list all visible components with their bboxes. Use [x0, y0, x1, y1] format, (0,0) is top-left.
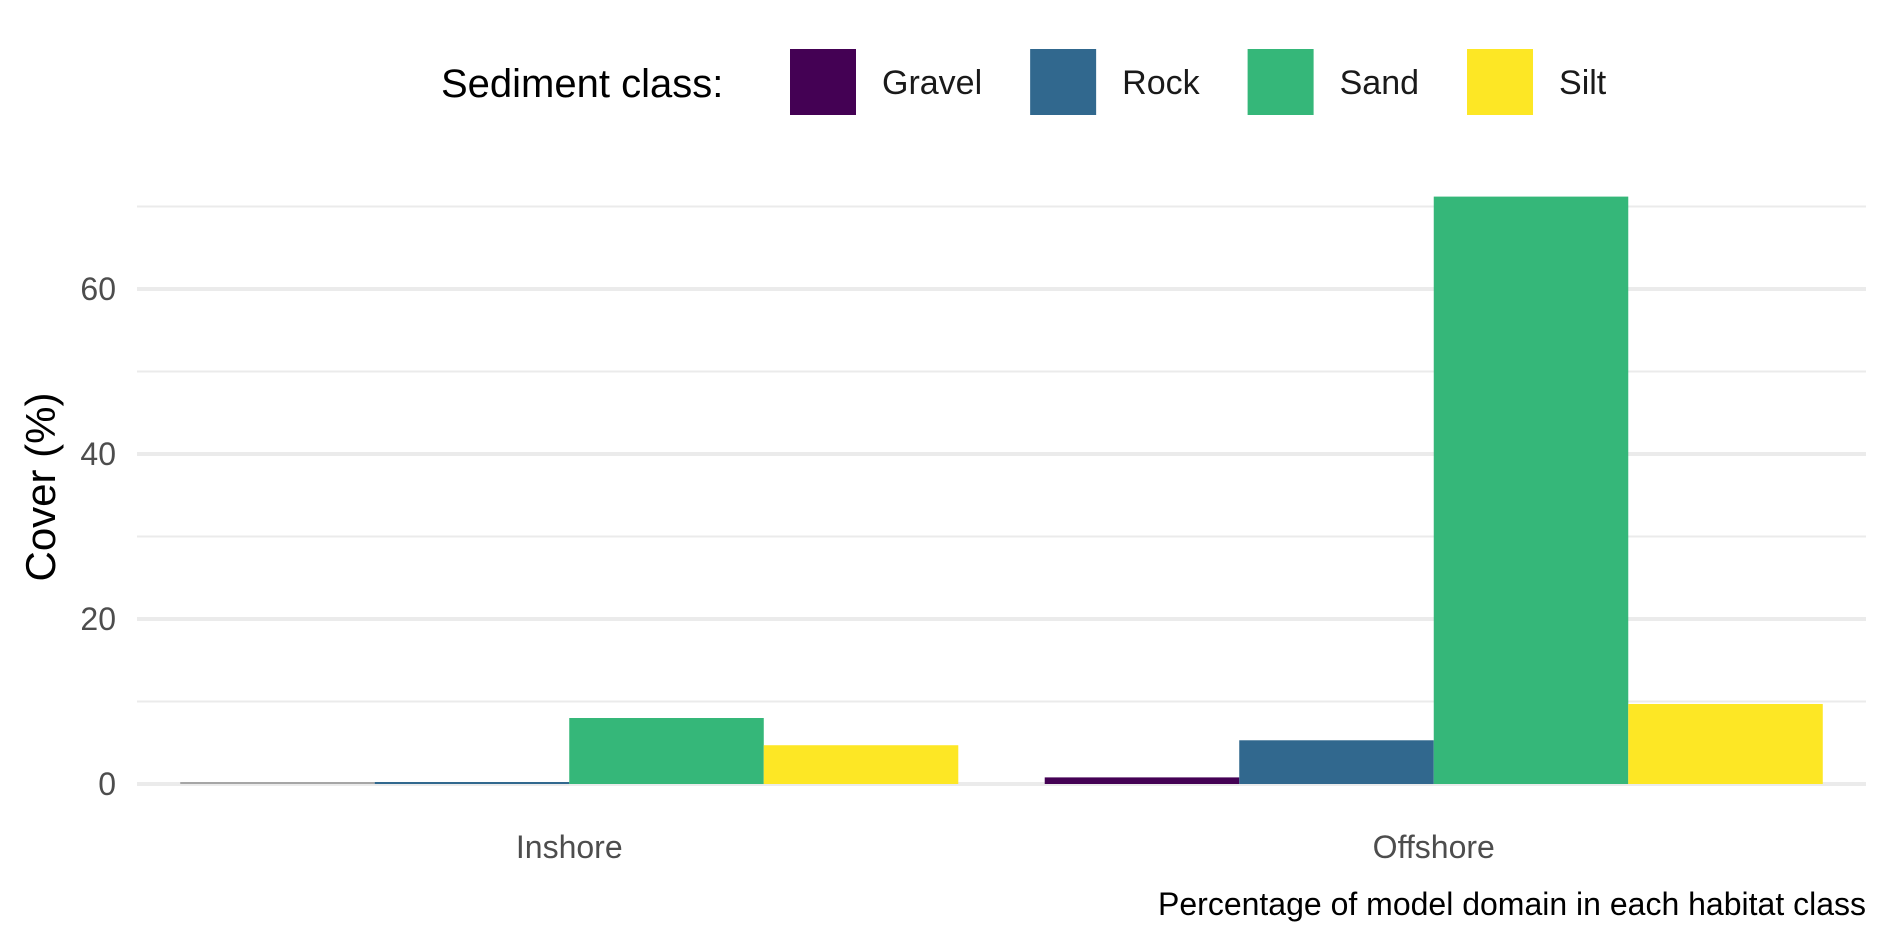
bar-gravel-offshore: [1044, 777, 1240, 784]
bar-rock-inshore: [374, 782, 570, 784]
bar-sand-offshore: [1433, 196, 1629, 785]
legend-title: Sediment class:: [441, 62, 723, 106]
legend-key-sand: [1247, 49, 1314, 115]
legend: Sediment class: Gravel Rock Sand Silt: [441, 49, 1607, 115]
y-tick-label: 40: [80, 436, 116, 472]
x-tick-label: Inshore: [516, 829, 623, 865]
legend-key-gravel: [790, 49, 856, 115]
y-axis-ticks: 0 20 40 60: [80, 271, 116, 802]
bar-sand-inshore: [569, 718, 764, 784]
y-axis-title: Cover (%): [17, 392, 64, 581]
y-tick-label: 20: [80, 601, 116, 637]
legend-label-rock: Rock: [1122, 64, 1200, 102]
x-tick-label: Offshore: [1373, 829, 1495, 865]
bars: [180, 196, 1823, 785]
y-tick-label: 60: [80, 271, 116, 307]
legend-label-silt: Silt: [1559, 64, 1607, 102]
legend-key-silt: [1467, 49, 1534, 115]
y-tick-label: 0: [98, 766, 116, 802]
legend-key-rock: [1030, 49, 1097, 115]
bar-rock-offshore: [1239, 740, 1434, 784]
bar-silt-offshore: [1628, 703, 1823, 784]
x-axis-ticks: Inshore Offshore: [516, 829, 1495, 865]
chart-caption: Percentage of model domain in each habit…: [1158, 886, 1866, 922]
bar-silt-inshore: [763, 745, 959, 784]
bar-gravel-inshore: [180, 782, 375, 784]
legend-label-sand: Sand: [1340, 64, 1419, 102]
legend-label-gravel: Gravel: [882, 64, 982, 102]
